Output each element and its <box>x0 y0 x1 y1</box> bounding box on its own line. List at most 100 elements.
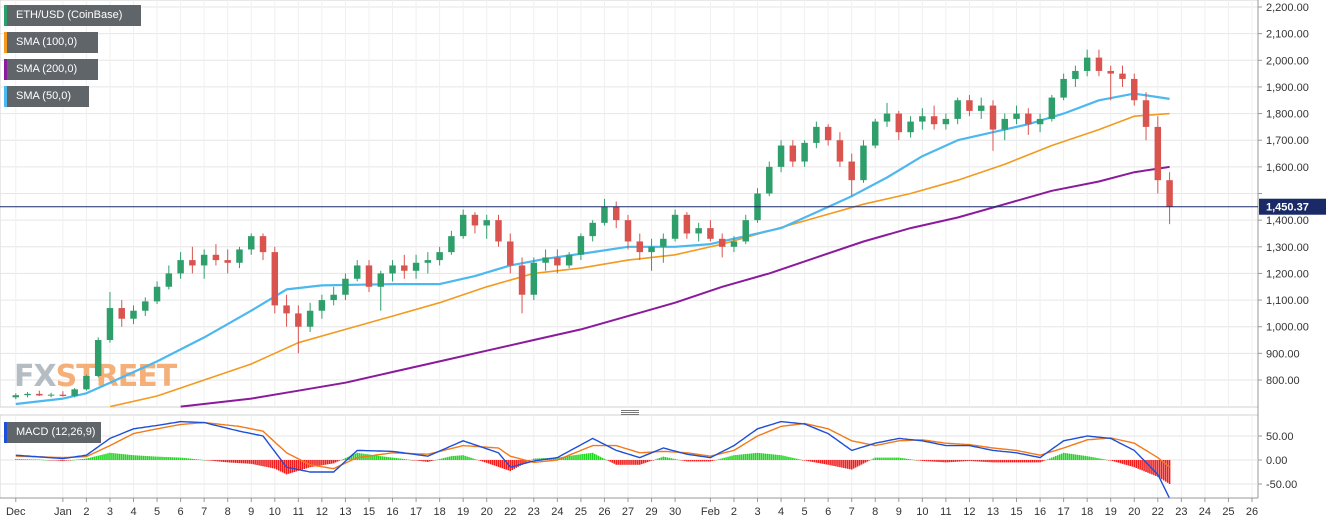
macd-histogram-bar <box>591 452 594 460</box>
candle-up <box>342 278 349 295</box>
macd-histogram-bar <box>395 458 398 460</box>
macd-histogram-bar <box>509 460 512 472</box>
candle-down <box>471 214 479 226</box>
legend-sma-100[interactable]: SMA (100,0) <box>4 32 98 53</box>
macd-histogram-bar <box>854 460 857 468</box>
macd-histogram-bar <box>1168 460 1171 484</box>
time-tick-label: 11 <box>940 506 951 518</box>
macd-histogram-bar <box>317 460 319 466</box>
macd-histogram-bar <box>903 458 906 460</box>
macd-histogram-bar <box>103 454 105 460</box>
macd-histogram-bar <box>299 460 302 471</box>
macd-histogram-bar <box>87 458 90 460</box>
candle-up <box>142 301 149 311</box>
candle-up <box>353 265 361 279</box>
macd-histogram-bar <box>1104 459 1106 460</box>
macd-histogram-bar <box>727 456 729 460</box>
legend-sma-200[interactable]: SMA (200,0) <box>4 59 98 80</box>
macd-histogram-bar <box>536 458 539 460</box>
macd-histogram-bar <box>1119 460 1122 464</box>
macd-histogram-bar <box>911 459 914 461</box>
macd-histogram-bar <box>1031 460 1034 463</box>
last-price-label: 1,450.37 <box>1266 202 1309 214</box>
legend-macd[interactable]: MACD (12,26,9) <box>4 422 101 443</box>
candle-up <box>412 262 420 271</box>
macd-line <box>15 420 1171 499</box>
macd-histogram-bar <box>587 453 590 460</box>
macd-histogram-bar <box>52 460 54 461</box>
macd-histogram-bar <box>54 460 56 461</box>
macd-histogram-bar <box>115 453 117 460</box>
macd-histogram-bar <box>32 459 35 460</box>
macd-histogram-bar <box>1106 459 1108 461</box>
macd-histogram-bar <box>1062 452 1065 460</box>
price-tick-label: 1,200.00 <box>1266 268 1309 280</box>
macd-histogram-bar <box>429 460 431 462</box>
macd-histogram-bar <box>886 457 888 460</box>
macd-histogram-bar <box>67 460 70 461</box>
price-tick-label: 1,900.00 <box>1266 82 1309 94</box>
macd-histogram-bar <box>158 456 160 460</box>
macd-histogram-bar <box>89 457 92 460</box>
macd-histogram-bar <box>1029 460 1032 463</box>
macd-histogram-bar <box>1080 455 1083 460</box>
macd-histogram-bar <box>319 460 321 466</box>
candle-up <box>565 254 573 266</box>
candle-up <box>130 310 137 319</box>
macd-histogram-bar <box>1147 460 1149 473</box>
macd-histogram-bar <box>644 460 647 463</box>
macd-histogram-bar <box>652 460 655 461</box>
macd-histogram-bar <box>350 455 353 460</box>
legend-eth-usd-swatch <box>4 5 7 26</box>
macd-histogram-bar <box>181 457 184 460</box>
macd-histogram-bar <box>1039 460 1041 463</box>
macd-histogram-bar <box>693 460 696 462</box>
macd-histogram-bar <box>462 455 464 460</box>
macd-histogram-bar <box>1166 460 1169 483</box>
macd-histogram-bar <box>224 460 227 463</box>
macd-histogram-bar <box>1056 455 1059 460</box>
macd-tick-label: 0.00 <box>1266 455 1287 467</box>
macd-histogram-bar <box>778 455 780 460</box>
macd-histogram-bar <box>132 455 135 460</box>
time-tick-label: 5 <box>802 506 808 518</box>
macd-histogram-bar <box>680 460 682 461</box>
macd-histogram-bar <box>1141 460 1143 471</box>
candle-up <box>94 340 102 377</box>
macd-histogram-bar <box>270 460 272 468</box>
macd-histogram-bar <box>456 455 459 460</box>
macd-histogram-bar <box>1164 460 1167 482</box>
macd-histogram-bar <box>690 460 692 462</box>
macd-histogram-bar <box>156 456 158 460</box>
macd-histogram-bar <box>894 457 896 460</box>
candle-up <box>318 300 326 311</box>
pane-resize-handle[interactable] <box>621 409 639 415</box>
macd-histogram-bar <box>837 460 839 467</box>
candle-up <box>483 220 490 226</box>
time-tick-label: 15 <box>363 506 375 518</box>
fxstreet-watermark: FXSTREET <box>14 359 178 394</box>
macd-histogram-bar <box>797 459 800 460</box>
macd-histogram-bar <box>929 460 931 462</box>
macd-histogram-bar <box>576 454 578 460</box>
main-pane[interactable] <box>0 0 1259 408</box>
macd-histogram-bar <box>338 460 341 461</box>
legend-sma-100-swatch <box>4 32 7 53</box>
candle-up <box>248 236 255 250</box>
macd-histogram-bar <box>242 460 245 464</box>
macd-histogram-bar <box>313 460 315 467</box>
candle-up <box>12 395 20 398</box>
macd-histogram-bar <box>99 455 101 460</box>
macd-histogram-bar <box>803 460 806 461</box>
legend-eth-usd[interactable]: ETH/USD (CoinBase) <box>4 5 141 26</box>
macd-histogram-bar <box>444 457 447 460</box>
macd-histogram-bar <box>315 460 317 467</box>
macd-histogram-bar <box>170 457 172 460</box>
legend-sma-50[interactable]: SMA (50,0) <box>4 86 89 107</box>
macd-histogram-bar <box>933 460 935 462</box>
macd-histogram-bar <box>383 456 386 460</box>
macd-histogram-bar <box>248 460 251 464</box>
macd-histogram-bar <box>729 456 731 460</box>
price-tick-label: 2,000.00 <box>1266 55 1309 67</box>
